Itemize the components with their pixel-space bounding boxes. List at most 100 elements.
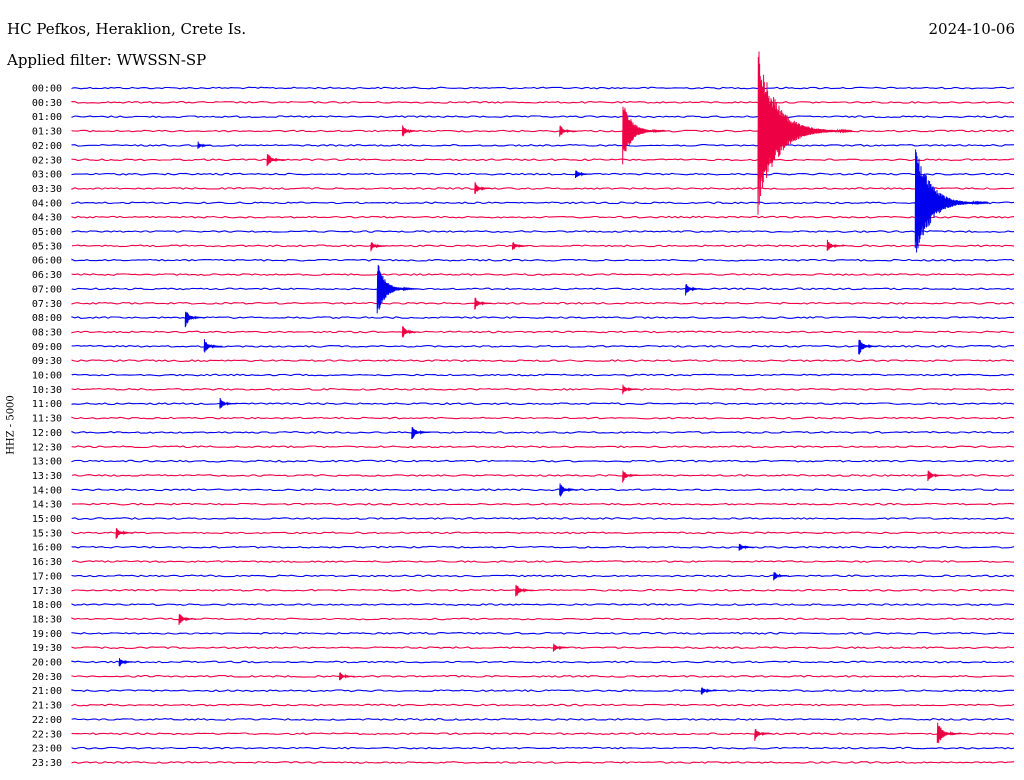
trace-line <box>71 416 1015 420</box>
trace-line <box>71 115 1015 119</box>
row-labels-group: 00:00 00:30 01:00 01:30 02:00 02:30 03:00 03:30… <box>32 84 62 769</box>
row-time-label: 08:30 <box>32 327 62 338</box>
seismic-event <box>559 483 579 497</box>
traces-group <box>71 51 1015 764</box>
seismic-event <box>219 397 237 409</box>
trace-line <box>71 746 1015 750</box>
seismic-event <box>622 470 640 483</box>
trace-line <box>71 287 1015 291</box>
trace-line <box>71 445 1015 449</box>
row-time-label: 22:00 <box>32 715 62 726</box>
row-time-label: 15:00 <box>32 514 62 525</box>
seismic-event <box>738 543 755 551</box>
seismic-event <box>936 722 962 744</box>
trace-line <box>71 258 1015 262</box>
trace-line <box>71 502 1015 506</box>
trace-line <box>71 316 1015 320</box>
row-time-label: 02:30 <box>32 155 62 166</box>
trace-line <box>71 517 1015 520</box>
trace-line <box>71 158 1014 162</box>
seismic-event <box>118 658 135 667</box>
row-time-label: 18:00 <box>32 600 62 611</box>
trace-line <box>71 588 1015 592</box>
trace-line <box>71 717 1015 721</box>
trace-line <box>71 531 1015 535</box>
row-time-label: 17:00 <box>32 571 62 582</box>
seismic-event <box>622 384 639 395</box>
trace-line <box>71 215 1015 219</box>
row-time-label: 07:30 <box>32 299 62 310</box>
row-time-label: 10:30 <box>32 385 62 396</box>
row-time-label: 01:00 <box>32 112 62 123</box>
seismic-event <box>622 106 667 165</box>
trace-line <box>71 402 1015 406</box>
row-time-label: 13:00 <box>32 457 62 468</box>
row-time-label: 01:30 <box>32 127 62 138</box>
trace-line <box>71 301 1015 305</box>
seismic-event <box>184 311 205 328</box>
row-time-label: 23:00 <box>32 744 62 755</box>
row-time-label: 19:00 <box>32 629 62 640</box>
trace-line <box>71 488 1015 492</box>
trace-line <box>71 129 1015 133</box>
seismic-event <box>757 51 853 215</box>
trace-line <box>71 230 1014 233</box>
seismic-event <box>685 284 703 296</box>
row-time-label: 04:30 <box>32 213 62 224</box>
trace-line <box>71 459 1015 463</box>
trace-line <box>71 359 1015 363</box>
row-time-label: 17:30 <box>32 586 62 597</box>
row-time-label: 06:30 <box>32 270 62 281</box>
seismic-event <box>197 141 212 149</box>
trace-line <box>71 187 1015 190</box>
row-time-label: 21:00 <box>32 686 62 697</box>
trace-line <box>71 244 1015 248</box>
seismic-event <box>203 339 223 353</box>
trace-line <box>71 201 1015 205</box>
trace-line <box>71 617 1015 621</box>
seismic-event <box>515 584 535 597</box>
seismic-event <box>927 470 946 482</box>
seismic-event <box>401 326 420 338</box>
trace-line <box>71 732 1015 736</box>
seismic-event <box>575 170 591 179</box>
trace-line <box>71 474 1015 477</box>
row-time-label: 00:30 <box>32 98 62 109</box>
date-label: 2024-10-06 <box>928 20 1015 38</box>
trace-line <box>71 373 1015 377</box>
trace-line <box>71 761 1015 764</box>
row-time-label: 06:00 <box>32 256 62 267</box>
row-time-label: 12:30 <box>32 442 62 453</box>
seismic-event <box>266 154 286 167</box>
row-time-label: 00:00 <box>32 84 62 95</box>
row-time-label: 03:30 <box>32 184 62 195</box>
seismic-event <box>339 672 355 681</box>
seismic-event <box>826 239 845 251</box>
trace-line <box>71 273 1015 276</box>
seismic-event <box>914 149 989 253</box>
seismic-event <box>474 182 492 194</box>
seismic-event <box>474 297 492 310</box>
row-time-label: 20:00 <box>32 658 62 669</box>
row-time-label: 09:00 <box>32 342 62 353</box>
seismic-event <box>858 339 879 355</box>
seismic-event <box>512 242 529 250</box>
row-time-label: 16:30 <box>32 557 62 568</box>
seismic-event <box>401 125 420 137</box>
row-time-label: 19:30 <box>32 643 62 654</box>
row-time-label: 11:30 <box>32 414 62 425</box>
trace-line <box>71 86 1015 90</box>
seismic-event <box>178 614 197 625</box>
filter-label: Applied filter: WWSSN-SP <box>7 51 207 69</box>
seismic-event <box>552 643 569 652</box>
trace-line <box>71 344 1015 348</box>
trace-line <box>71 660 1015 664</box>
row-time-label: 04:00 <box>32 198 62 209</box>
row-time-label: 11:00 <box>32 399 62 410</box>
seismic-event <box>370 242 387 252</box>
trace-line <box>71 631 1015 635</box>
row-time-label: 03:00 <box>32 170 62 181</box>
seismic-event <box>773 572 789 581</box>
row-time-label: 05:00 <box>32 227 62 238</box>
row-time-label: 23:30 <box>32 758 62 769</box>
